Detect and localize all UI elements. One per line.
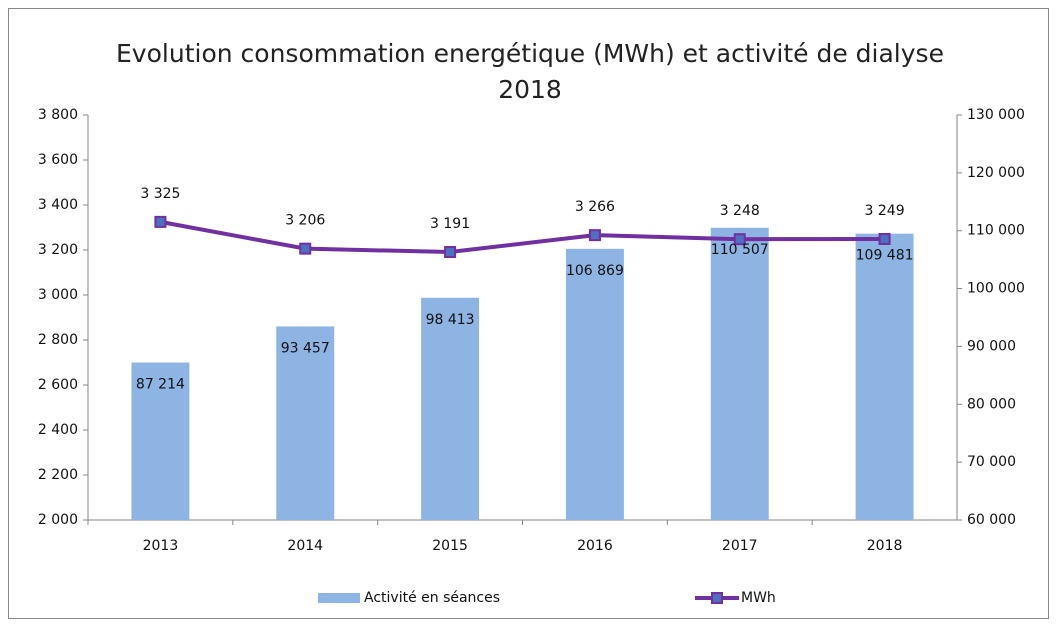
bar-value-label: 110 507	[711, 242, 769, 258]
bar-value-label: 98 413	[426, 312, 475, 328]
y-tick-label: 2 800	[38, 332, 78, 348]
y2-tick-label: 70 000	[967, 454, 1016, 470]
marker	[299, 242, 312, 255]
line-value-label: 3 266	[575, 199, 615, 215]
bar	[565, 248, 624, 521]
y-tick-label: 3 000	[38, 287, 78, 303]
y-tick-label: 2 400	[38, 422, 78, 438]
x-tick-label: 2018	[867, 538, 903, 554]
y-tick-label: 3 200	[38, 242, 78, 258]
bar	[421, 297, 480, 520]
line-value-label: 3 249	[865, 203, 905, 219]
bar-value-label: 87 214	[136, 377, 185, 393]
line-value-label: 3 248	[720, 203, 760, 219]
y2-tick-label: 120 000	[967, 165, 1025, 181]
y-tick-label: 2 000	[38, 512, 78, 528]
marker	[154, 215, 167, 228]
line-value-label: 3 206	[285, 213, 325, 229]
y-tick-label: 3 400	[38, 197, 78, 213]
x-tick-label: 2016	[577, 538, 613, 554]
y2-tick-label: 110 000	[967, 223, 1025, 239]
x-tick-label: 2017	[722, 538, 758, 554]
marker	[444, 246, 457, 259]
chart-title: Evolution consommation energétique (MWh)…	[116, 39, 944, 104]
line	[160, 219, 885, 255]
x-tick-label: 2013	[143, 538, 179, 554]
legend-marker	[711, 592, 723, 604]
bar	[276, 326, 335, 520]
y-tick-label: 2 200	[38, 467, 78, 483]
marker	[588, 229, 601, 242]
bar	[710, 227, 769, 520]
y2-tick-label: 90 000	[967, 338, 1016, 354]
bar-value-label: 93 457	[281, 340, 330, 356]
marker	[878, 232, 891, 245]
bar-value-label: 109 481	[856, 248, 914, 264]
marker	[733, 233, 746, 246]
y-tick-label: 2 600	[38, 377, 78, 393]
x-tick-label: 2014	[287, 538, 323, 554]
y2-tick-label: 60 000	[967, 512, 1016, 528]
y2-tick-label: 100 000	[967, 281, 1025, 297]
legend-label: MWh	[741, 590, 776, 606]
bar	[131, 362, 190, 520]
line-value-label: 3 191	[430, 216, 470, 232]
y2-tick-label: 130 000	[967, 107, 1025, 123]
y-tick-label: 3 600	[38, 152, 78, 168]
x-tick-label: 2015	[432, 538, 468, 554]
y-tick-label: 3 800	[38, 107, 78, 123]
y2-tick-label: 80 000	[967, 396, 1016, 412]
legend-label: Activité en séances	[364, 590, 500, 606]
bar-value-label: 106 869	[566, 263, 624, 279]
bar	[855, 233, 914, 520]
line-value-label: 3 325	[140, 186, 180, 202]
legend-swatch	[318, 593, 360, 603]
